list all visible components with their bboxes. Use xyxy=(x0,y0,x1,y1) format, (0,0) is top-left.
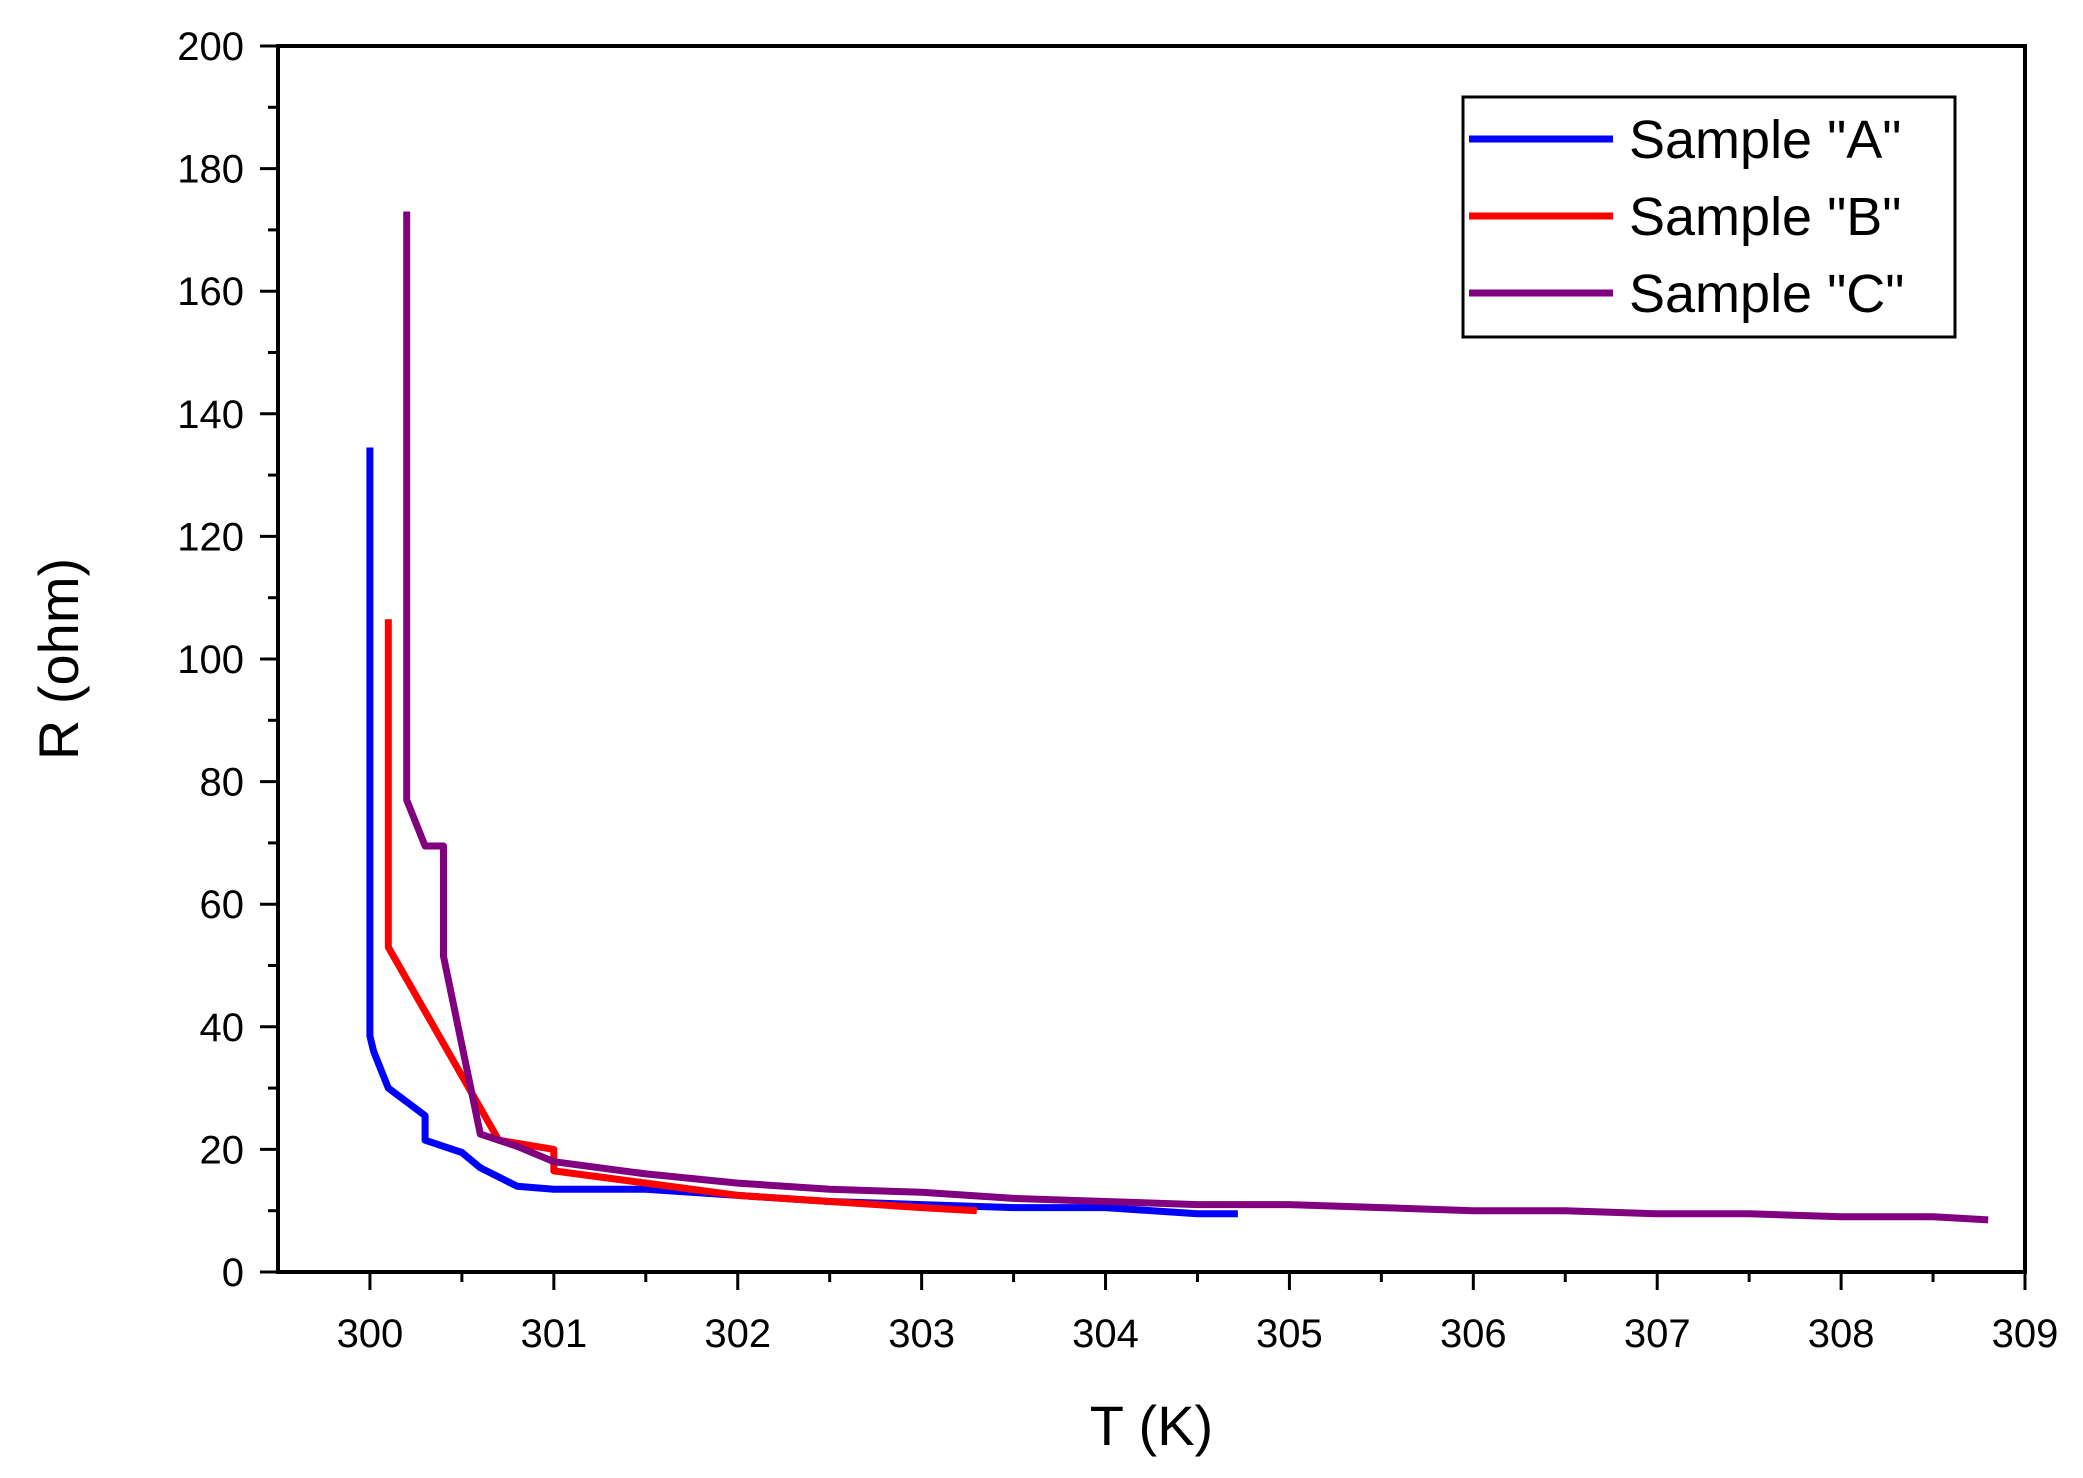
legend-label-1: Sample "A" xyxy=(1629,110,1901,170)
series-line-1 xyxy=(366,447,1238,1218)
legend-label-2: Sample "B" xyxy=(1629,187,1901,247)
x-tick-label: 309 xyxy=(1992,1312,2059,1356)
y-tick-label: 160 xyxy=(177,270,244,314)
x-tick-label: 303 xyxy=(888,1312,955,1356)
y-tick-label: 180 xyxy=(177,148,244,192)
x-tick-label: 305 xyxy=(1256,1312,1323,1356)
series-line-2 xyxy=(384,619,977,1215)
y-tick-label: 40 xyxy=(200,1006,245,1050)
y-tick-label: 0 xyxy=(222,1251,244,1295)
x-tick-label: 302 xyxy=(704,1312,771,1356)
series-layer xyxy=(366,211,1989,1224)
y-tick-label: 20 xyxy=(200,1128,245,1172)
y-axis-title: R (ohm) xyxy=(27,558,90,760)
x-tick-label: 308 xyxy=(1808,1312,1875,1356)
y-tick-label: 100 xyxy=(177,638,244,682)
axes-layer: 300 301 302 303 304 305 306 307 308 309 0 20 40 60 80 1… xyxy=(27,25,2058,1457)
x-tick-label: 306 xyxy=(1440,1312,1507,1356)
x-tick-label: 307 xyxy=(1624,1312,1691,1356)
y-tick-label: 120 xyxy=(177,515,244,559)
legend-label-3: Sample "C" xyxy=(1629,264,1904,324)
series-line-3 xyxy=(403,211,1989,1224)
x-tick-label: 301 xyxy=(520,1312,587,1356)
y-tick-label: 140 xyxy=(177,393,244,437)
x-tick-label: 300 xyxy=(337,1312,404,1356)
x-axis-title: T (K) xyxy=(1090,1394,1213,1457)
y-tick-label: 80 xyxy=(200,761,245,805)
legend: Sample "A" Sample "B" Sample "C" xyxy=(1461,95,1957,339)
x-tick-label: 304 xyxy=(1072,1312,1139,1356)
y-tick-label: 60 xyxy=(200,883,245,927)
y-tick-label: 200 xyxy=(177,25,244,69)
